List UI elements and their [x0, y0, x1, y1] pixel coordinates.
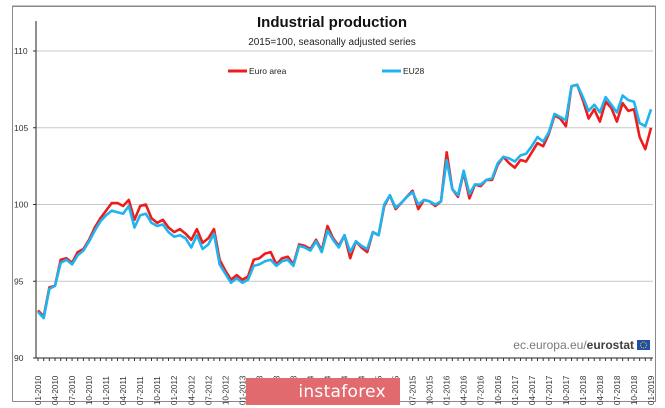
x-tick-label: 01-2016: [443, 375, 452, 405]
x-tick-label: 10-2010: [85, 375, 94, 405]
source-brand: eurostat: [587, 338, 634, 352]
series-line-eu28: [37, 83, 653, 320]
x-tick-label: 01-2010: [34, 375, 43, 405]
legend: Euro area EU28: [228, 66, 425, 76]
x-tick-label: 04-2012: [187, 375, 196, 405]
chart-title: Industrial production: [257, 14, 407, 31]
x-tick-label: 07-2010: [68, 375, 77, 405]
eu-stars-icon: [640, 341, 647, 349]
y-tick-label: 95: [14, 276, 24, 286]
x-tick-label: 04-2016: [460, 375, 469, 405]
y-tick-label: 110: [14, 46, 28, 56]
x-tick-label: 10-2015: [426, 375, 435, 405]
eu-flag-icon: [637, 340, 650, 350]
x-tick-label: 10-2018: [630, 375, 639, 405]
x-tick-label: 07-2015: [409, 375, 418, 405]
x-tick-label: 07-2016: [477, 375, 486, 405]
x-tick-label: 04-2011: [119, 376, 128, 405]
x-tick-label: 07-2012: [204, 375, 213, 405]
x-tick-label: 01-2013: [238, 375, 247, 405]
series-line-euro-area: [37, 83, 653, 318]
y-tick-label: 100: [14, 200, 28, 210]
instaforex-watermark: instaforex: [246, 378, 400, 405]
x-tick-label: 07-2017: [545, 375, 554, 405]
axes: [35, 21, 653, 359]
x-tick-label: 04-2018: [596, 375, 605, 405]
x-tick-label: 07-2018: [613, 375, 622, 405]
x-tick-label: 10-2012: [221, 375, 230, 405]
x-tick-label: 01-2019: [647, 375, 656, 405]
gridlines: [36, 50, 653, 282]
x-tick-label: 01-2011: [102, 376, 111, 405]
source-credit: ec.europa.eu/eurostat: [513, 338, 650, 352]
x-tick-label: 01-2017: [511, 375, 520, 405]
chart-subtitle: 2015=100, seasonally adjusted series: [248, 37, 416, 48]
source-text: ec.europa.eu/eurostat: [513, 338, 634, 352]
watermark-text: instaforex: [298, 381, 386, 402]
y-axis-ticks: 90 95 100 105 110: [14, 46, 36, 363]
x-tick-label: 10-2016: [494, 375, 503, 405]
source-prefix: ec.europa.eu/: [513, 338, 587, 352]
x-tick-label: 04-2017: [528, 375, 537, 405]
x-tick-label: 10-2017: [562, 375, 571, 405]
legend-label-eu28: EU28: [403, 66, 425, 76]
x-tick-label: 04-2010: [51, 375, 60, 405]
x-tick-label: 01-2012: [170, 375, 179, 405]
series-layer: [37, 83, 653, 320]
x-tick-label: 10-2011: [153, 376, 162, 405]
y-tick-label: 90: [14, 353, 24, 363]
y-tick-label: 105: [14, 123, 28, 133]
x-tick-label: 07-2011: [136, 376, 145, 405]
x-tick-label: 01-2018: [579, 375, 588, 405]
legend-label-euro-area: Euro area: [249, 66, 287, 76]
